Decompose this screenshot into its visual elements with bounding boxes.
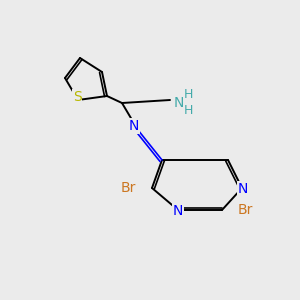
Text: N: N [129, 119, 139, 133]
Text: N: N [173, 204, 183, 218]
Text: S: S [73, 90, 81, 104]
Text: N: N [238, 182, 248, 196]
Text: Br: Br [121, 181, 136, 195]
Text: H: H [184, 88, 194, 101]
Text: H: H [184, 103, 194, 116]
Text: N: N [174, 96, 184, 110]
Text: Br: Br [238, 203, 254, 217]
